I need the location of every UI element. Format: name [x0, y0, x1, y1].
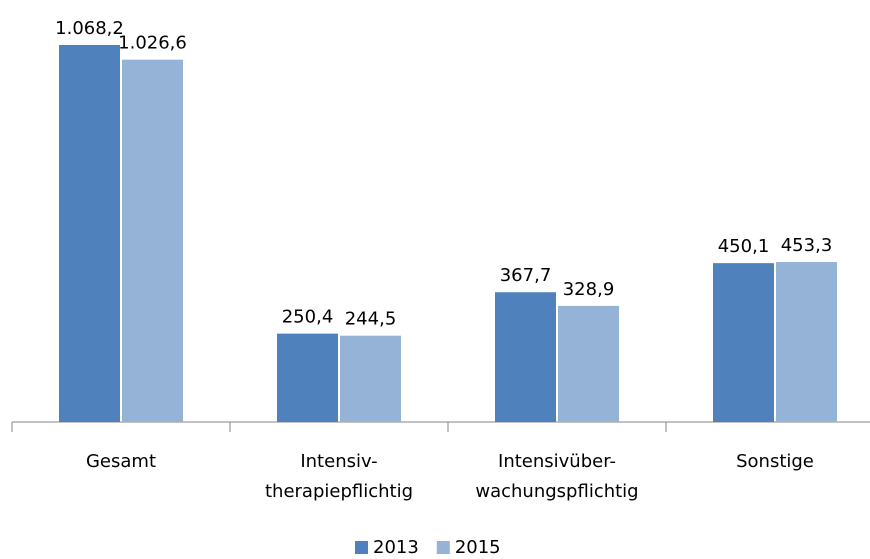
- value-label: 250,4: [282, 307, 334, 328]
- bar: [713, 263, 774, 422]
- x-tick-label: wachungspflichtig: [475, 481, 638, 502]
- legend-label: 2013: [373, 537, 419, 558]
- legend-swatch: [355, 541, 368, 554]
- bar: [776, 262, 837, 422]
- x-tick-label: Gesamt: [86, 451, 156, 472]
- value-label: 328,9: [563, 279, 615, 300]
- value-label: 450,1: [718, 236, 770, 257]
- x-tick-label: Intensiv-: [300, 451, 377, 472]
- bar: [340, 335, 401, 422]
- bar: [59, 45, 120, 422]
- bar: [277, 333, 338, 422]
- bar: [122, 59, 183, 423]
- value-label: 1.026,6: [118, 33, 187, 54]
- x-tick-label: Sonstige: [736, 451, 814, 472]
- legend-label: 2015: [455, 537, 501, 558]
- x-tick-label: Intensivüber-: [498, 451, 616, 472]
- value-label: 244,5: [345, 309, 397, 330]
- value-label: 367,7: [500, 265, 552, 286]
- x-tick-label: therapiepflichtig: [265, 481, 413, 502]
- legend-swatch: [436, 541, 450, 554]
- value-label: 1.068,2: [55, 18, 124, 39]
- bar: [558, 305, 619, 422]
- value-label: 453,3: [781, 235, 833, 256]
- bar: [495, 292, 556, 422]
